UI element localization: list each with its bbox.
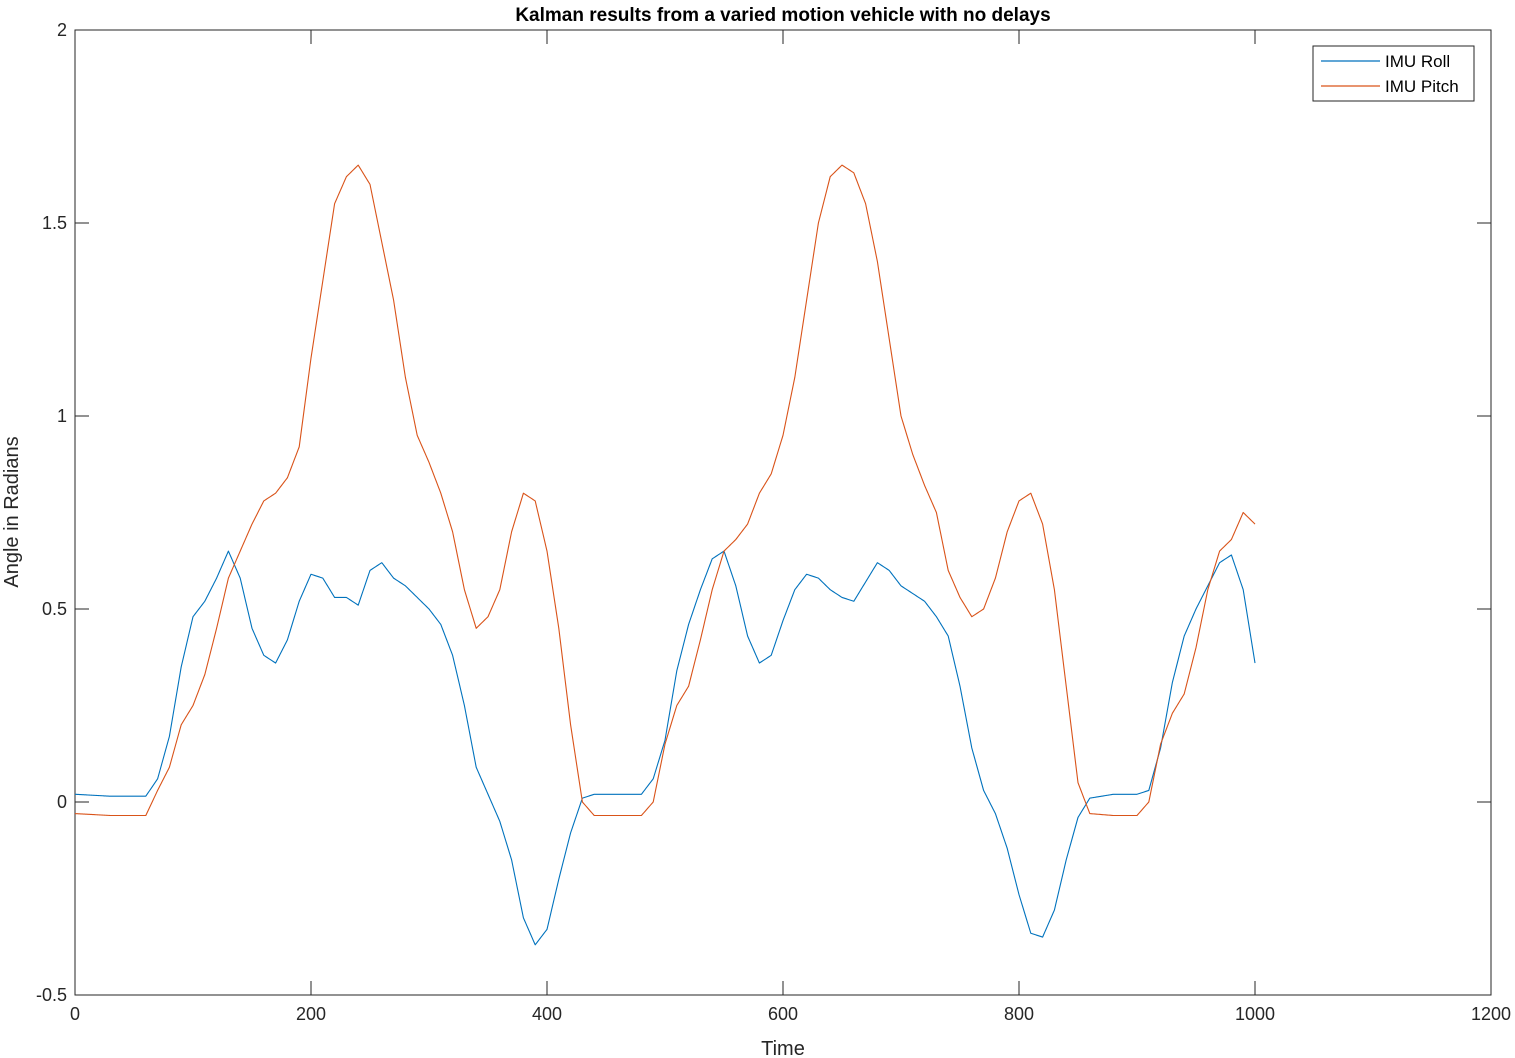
series-line-0 [74,550,1256,946]
y-tick-label: -0.5 [36,985,67,1005]
legend-box [1312,45,1475,102]
series-line-1 [74,164,1256,817]
x-axis-label: Time [761,1038,805,1058]
x-tick-label: 1200 [1471,1004,1511,1024]
x-tick-label: 800 [1004,1004,1034,1024]
series-lines [74,164,1256,946]
y-tick-label: 1.5 [42,213,67,233]
x-tick-label: 400 [532,1004,562,1024]
axis-ticks: 0 200 400 600 800 1000 1200-0.500.511.52 [36,20,1511,1024]
plot-area [74,29,1492,996]
y-tick-label: 0 [57,792,67,812]
x-tick-label: 200 [296,1004,326,1024]
x-tick-label: 600 [768,1004,798,1024]
x-tick-label: 1000 [1235,1004,1275,1024]
legend-label: IMU Pitch [1385,77,1459,96]
legend-label: IMU Roll [1385,52,1450,71]
y-tick-label: 2 [57,20,67,40]
y-tick-label: 0.5 [42,599,67,619]
chart-title: Kalman results from a varied motion vehi… [515,5,1050,26]
x-tick-label: 0 [70,1004,80,1024]
y-tick-label: 1 [57,406,67,426]
y-axis-label: Angle in Radians [1,436,23,587]
legend: IMU Roll IMU Pitch [1312,45,1475,102]
